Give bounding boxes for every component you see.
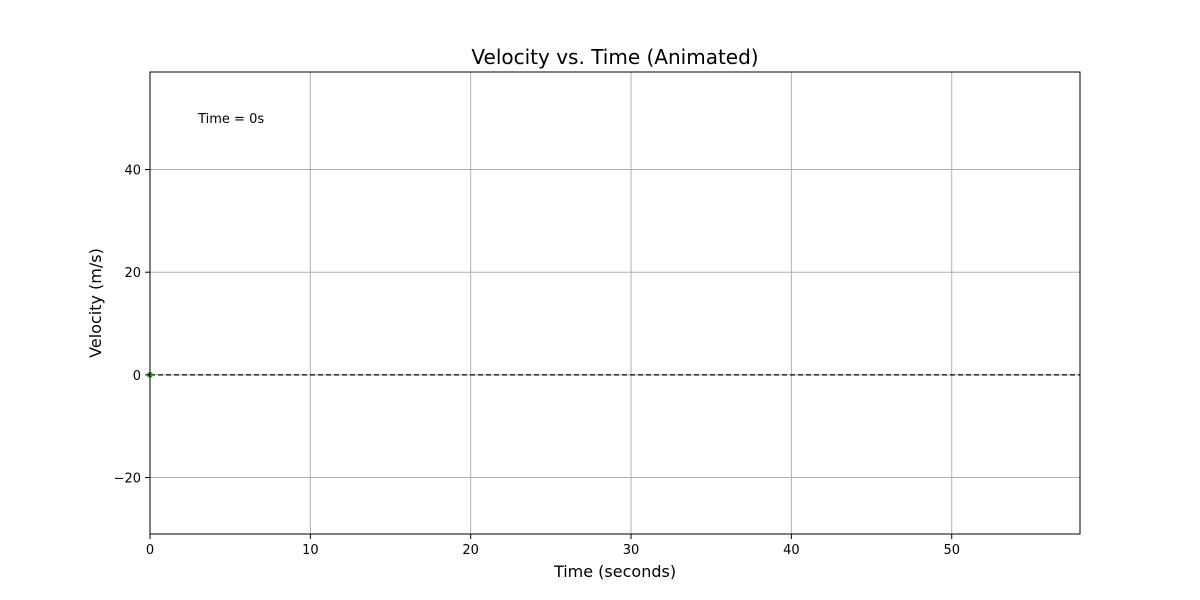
x-tick-label: 0	[146, 543, 154, 558]
tick-layer: 0 10 20 30 40 50 −20 0 20 40	[114, 164, 960, 558]
chart-title: Velocity vs. Time (Animated)	[471, 45, 758, 69]
y-tick-label: 0	[133, 369, 141, 384]
plot-frame	[149, 71, 1081, 535]
time-annotation: Time = 0s	[197, 112, 264, 127]
x-tick-label: 50	[943, 543, 960, 558]
x-tick-label: 10	[302, 543, 319, 558]
y-tick-label: 40	[124, 164, 141, 179]
x-tick-label: 20	[462, 543, 479, 558]
x-tick-label: 40	[783, 543, 800, 558]
y-tick-label: 20	[124, 266, 141, 281]
y-tick-label: −20	[114, 472, 141, 487]
y-axis-label: Velocity (m/s)	[86, 248, 105, 358]
x-tick-label: 30	[623, 543, 640, 558]
x-axis-label: Time (seconds)	[553, 562, 676, 581]
grid-layer	[149, 72, 1080, 534]
